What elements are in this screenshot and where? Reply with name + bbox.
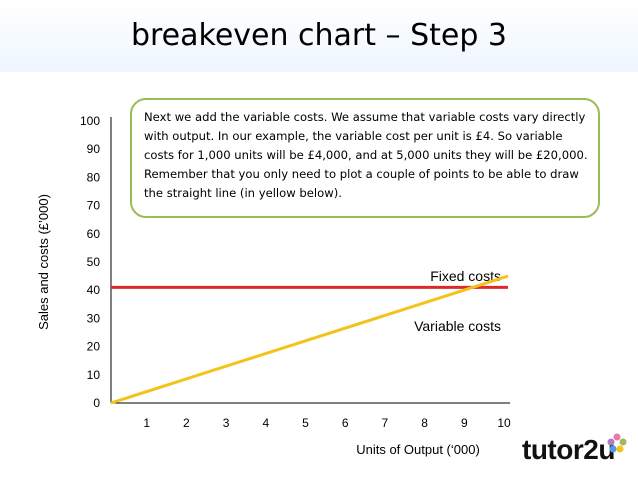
flower-icon bbox=[607, 433, 627, 453]
x-tick-label: 2 bbox=[183, 416, 190, 430]
x-tick-label: 10 bbox=[497, 416, 511, 430]
x-tick-label: 3 bbox=[223, 416, 230, 430]
y-axis-title: Sales and costs (£’000) bbox=[36, 194, 51, 330]
y-tick-label: 60 bbox=[87, 227, 101, 241]
explanation-callout: Next we add the variable costs. We assum… bbox=[130, 98, 600, 218]
x-tick-label: 1 bbox=[143, 416, 150, 430]
y-tick-label: 30 bbox=[87, 311, 101, 325]
y-tick-label: 70 bbox=[87, 199, 101, 213]
y-tick-label: 90 bbox=[87, 142, 101, 156]
slide-title: breakeven chart – Step 3 bbox=[130, 18, 508, 53]
x-axis-title: Units of Output (‘000) bbox=[356, 442, 480, 457]
tutor2u-logo: tutor2u bbox=[522, 432, 632, 472]
x-tick-label: 5 bbox=[302, 416, 309, 430]
x-tick-label: 9 bbox=[461, 416, 468, 430]
logo-text: tutor2u bbox=[522, 434, 615, 465]
x-tick-label: 7 bbox=[382, 416, 389, 430]
y-tick-label: 100 bbox=[80, 114, 100, 128]
x-tick-label: 6 bbox=[342, 416, 349, 430]
variable-costs-line bbox=[110, 274, 509, 405]
y-tick-label: 20 bbox=[87, 340, 101, 354]
x-tick-label: 8 bbox=[421, 416, 428, 430]
y-tick-label: 0 bbox=[93, 396, 100, 410]
fixed-costs-label: Fixed costs bbox=[430, 268, 501, 284]
title-band bbox=[0, 0, 638, 72]
callout-text: Next we add the variable costs. We assum… bbox=[144, 110, 588, 200]
y-tick-label: 80 bbox=[87, 170, 101, 184]
variable-costs-label: Variable costs bbox=[414, 318, 501, 334]
y-tick-label: 10 bbox=[87, 368, 101, 382]
x-tick-label: 4 bbox=[262, 416, 269, 430]
y-tick-label: 50 bbox=[87, 255, 101, 269]
y-tick-label: 40 bbox=[87, 283, 101, 297]
